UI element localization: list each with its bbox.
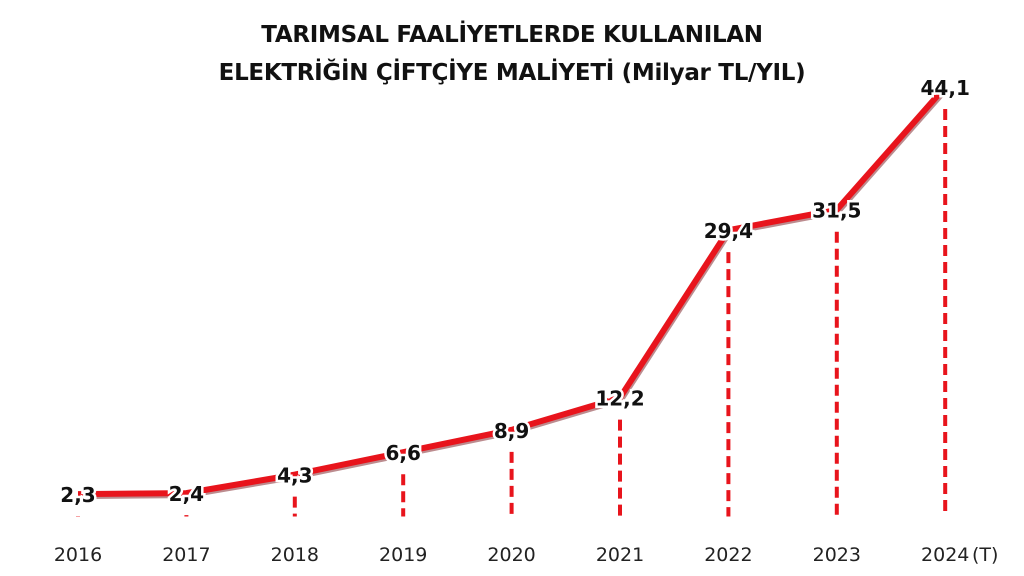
data-label: 4,3 — [277, 464, 312, 488]
x-tick-label: 2024 — [921, 544, 969, 566]
data-label: 2,4 — [169, 482, 204, 506]
data-label: 2,3 — [60, 483, 95, 507]
data-label: 44,1 — [921, 76, 970, 100]
data-label: 6,6 — [385, 441, 420, 465]
x-tick-label: 2018 — [271, 544, 319, 566]
data-label: 29,4 — [704, 219, 753, 243]
x-tick-label: 2017 — [162, 544, 210, 566]
data-label: 8,9 — [494, 419, 529, 443]
x-tick-label: 2022 — [704, 544, 752, 566]
data-label: 12,2 — [595, 387, 644, 411]
series-line — [77, 85, 948, 498]
chart-title-line-1: TARIMSAL FAALİYETLERDE KULLANILAN — [261, 22, 763, 48]
x-tick-suffix: (T) — [972, 544, 998, 566]
data-label: 31,5 — [812, 199, 861, 223]
chart-title-line-2: ELEKTRİĞİN ÇİFTÇİYE MALİYETİ (Milyar TL/… — [218, 60, 806, 86]
x-tick-label: 2019 — [379, 544, 427, 566]
x-tick-label: 2021 — [596, 544, 644, 566]
x-tick-label: 2023 — [813, 544, 861, 566]
x-tick-label: 2016 — [54, 544, 102, 566]
x-tick-label: 2020 — [487, 544, 535, 566]
